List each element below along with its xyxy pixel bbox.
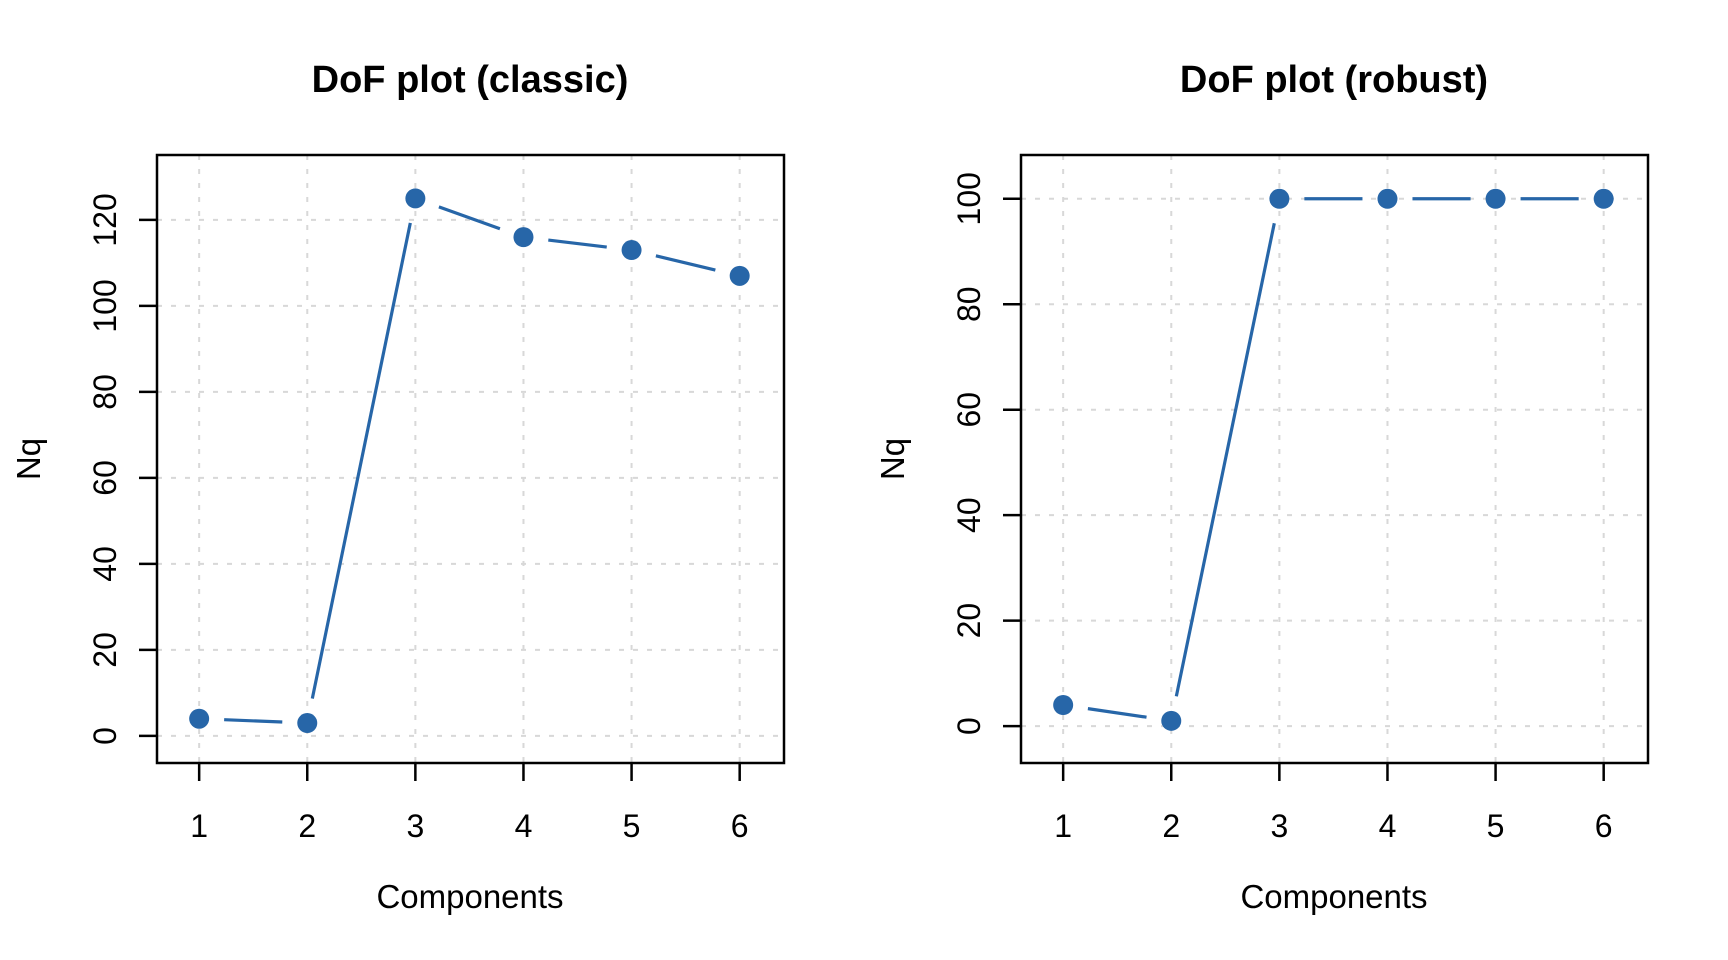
y-tick-label: 100 [951,172,987,225]
data-point [1269,188,1290,209]
series-segment [548,238,607,249]
data-point [1377,188,1398,209]
x-tick-label: 1 [1054,808,1072,844]
plot-box [155,153,786,765]
y-axis-label: Nq [10,438,47,480]
data-point [1053,694,1074,715]
x-tick-label: 1 [190,808,208,844]
x-tick-label: 6 [1595,808,1613,844]
y-tick-label: 0 [87,727,123,745]
x-tick-label: 4 [1379,808,1397,844]
y-tick-label: 40 [87,546,123,582]
x-axis-label: Components [376,878,563,915]
x-tick-label: 5 [1487,808,1505,844]
y-tick-label: 60 [951,392,987,428]
data-point [189,708,210,729]
data-point [1161,710,1182,731]
x-tick-label: 3 [406,808,424,844]
data-point [729,265,750,286]
x-tick-label: 6 [731,808,749,844]
plot-box [1019,153,1650,765]
x-tick-label: 2 [298,808,316,844]
series-segment [1087,707,1147,719]
series-segment [655,254,716,272]
series-segment [438,205,501,231]
data-point [513,227,534,248]
data-point [405,188,426,209]
data-point [297,713,318,734]
x-tick-label: 3 [1270,808,1288,844]
y-tick-label: 100 [87,279,123,332]
plot-title: DoF plot (classic) [312,59,629,101]
x-tick-label: 5 [623,808,641,844]
y-tick-label: 80 [951,286,987,322]
y-tick-label: 120 [87,193,123,246]
data-point [621,240,642,261]
y-tick-label: 40 [951,497,987,533]
x-tick-label: 2 [1162,808,1180,844]
y-tick-label: 80 [87,374,123,410]
series [1053,188,1614,731]
y-tick-label: 20 [87,632,123,668]
y-tick-label: 20 [951,603,987,639]
gridlines [1021,155,1648,763]
y-tick-label: 0 [951,717,987,735]
series [189,188,750,734]
x-axis-label: Components [1240,878,1427,915]
plot-title: DoF plot (robust) [1180,59,1488,101]
y-tick-label: 60 [87,460,123,496]
x-tick-label: 4 [515,808,533,844]
gridlines [157,155,784,763]
series-segment [1174,222,1276,697]
series-segment [310,222,412,699]
y-axis-label: Nq [874,438,911,480]
data-point [1593,188,1614,209]
data-point [1485,188,1506,209]
series-segment [224,718,283,724]
